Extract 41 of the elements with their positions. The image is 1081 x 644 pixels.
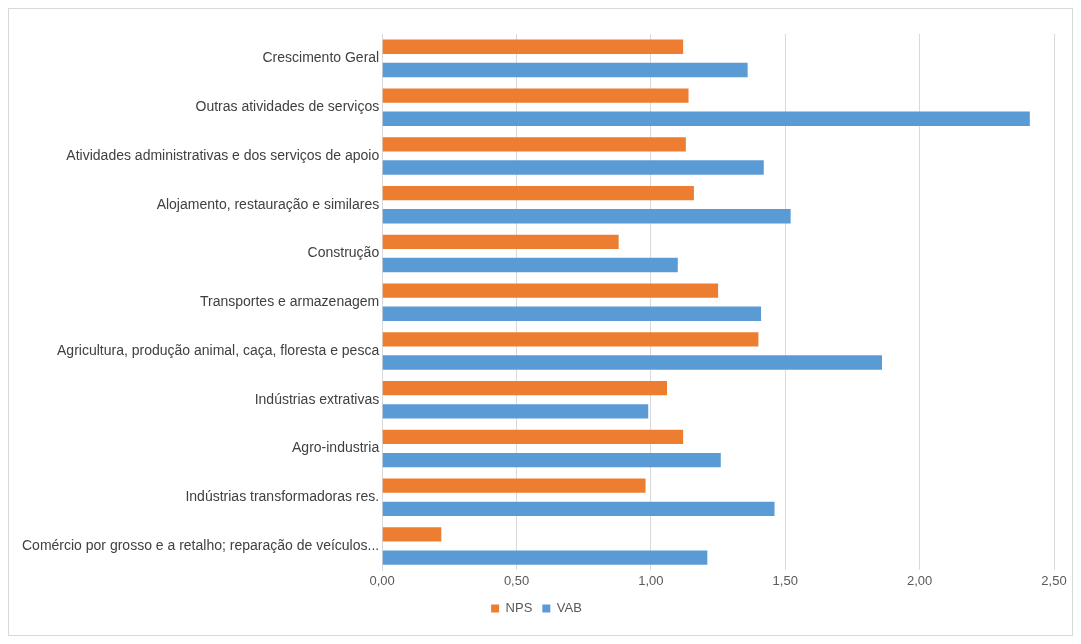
bar: [382, 550, 708, 565]
x-tick-label: 1,00: [638, 572, 664, 588]
bar: [382, 355, 883, 370]
x-tick-label: 1,50: [772, 572, 798, 588]
bar: [382, 111, 1030, 126]
x-tick-label: 0,00: [369, 572, 395, 588]
bar: [382, 39, 684, 54]
bar: [382, 257, 678, 273]
bar: [382, 380, 668, 396]
bar: [382, 234, 619, 250]
y-tick-label: Indústrias transformadoras res.: [185, 488, 380, 505]
x-tick-label: 2,00: [906, 572, 933, 588]
y-tick-label: Transportes e armazenagem: [199, 293, 380, 310]
y-tick-label: Agricultura, produção animal, caça, floresta e pesca: [57, 341, 380, 358]
bar: [382, 283, 719, 298]
bar: [382, 527, 442, 542]
bar: [382, 185, 694, 201]
y-tick-label: Atividades administrativas e dos serviços de apoio: [66, 146, 380, 163]
x-tick-label: 0,50: [503, 572, 530, 588]
bar: [382, 209, 791, 224]
bar: [382, 501, 775, 517]
x-tick-label: 2,50: [1041, 572, 1067, 588]
bar: [382, 306, 762, 321]
y-tick-label: Indústrias extrativas: [254, 390, 380, 407]
bar: [382, 160, 764, 175]
legend-label: NPS: [505, 600, 533, 616]
y-tick-label: Crescimento Geral: [262, 49, 380, 66]
legend-label: VAB: [556, 600, 582, 616]
bar: [382, 452, 721, 468]
y-tick-label: Comércio por grosso e a retalho; reparação de veículos...: [22, 536, 380, 553]
y-tick-label: Construção: [307, 244, 380, 261]
bar: [382, 332, 759, 347]
bar: [382, 478, 646, 493]
bar: [382, 404, 649, 419]
bar: [382, 429, 684, 445]
bar: [382, 62, 748, 78]
y-tick-label: Alojamento, restauração e similares: [156, 195, 380, 212]
bar: [382, 88, 689, 103]
y-tick-label: Agro-industria: [292, 439, 380, 456]
y-tick-label: Outras atividades de serviços: [195, 98, 380, 114]
bar: [382, 137, 686, 152]
